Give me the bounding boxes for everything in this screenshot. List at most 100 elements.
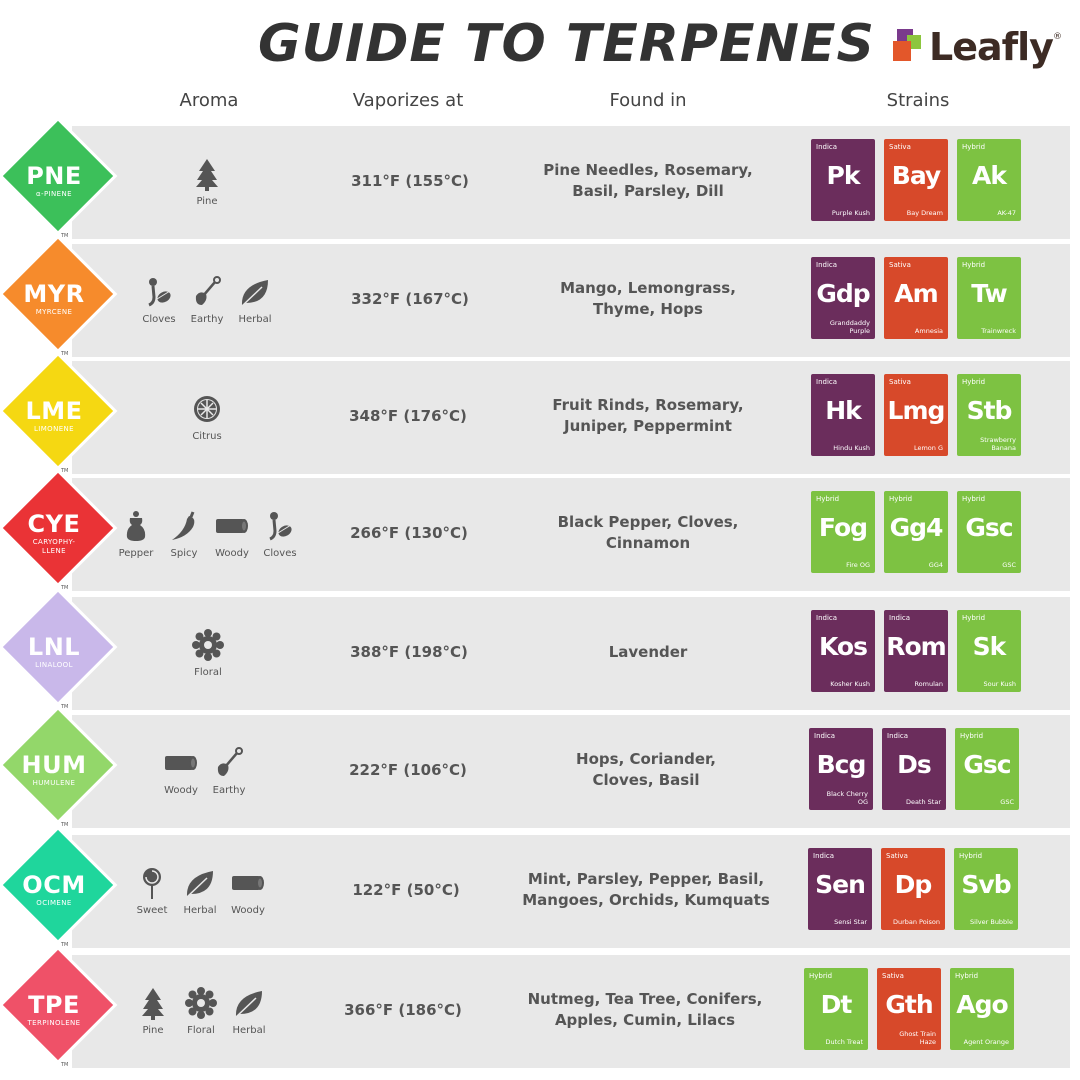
- leafly-logo: Leafly ®: [893, 22, 1062, 72]
- aroma-item: Earthy: [208, 745, 250, 796]
- strain-tile-svb: Hybrid Svb Silver Bubble: [954, 848, 1018, 930]
- terpene-abbr: HUM: [21, 751, 87, 779]
- strain-name-line: Strawberry: [980, 436, 1016, 444]
- strain-tile-bay: Sativa Bay Bay Dream: [884, 139, 948, 221]
- aroma-label: Pine: [196, 195, 218, 207]
- aroma-item: Woody: [211, 508, 253, 559]
- terpene-row-myr: MYR MYRCENE TM Cloves Earthy Herbal 332°F (167…: [0, 234, 1080, 357]
- strain-name-line: Granddaddy: [829, 319, 870, 327]
- badge-text: TPE TERPINOLENE: [0, 952, 108, 1068]
- terpene-badge: CYE CARYOPHY-LLENE TM: [0, 468, 118, 597]
- vaporize-temperature: 266°F (130°C): [350, 524, 468, 542]
- terpene-row-lme: LME LIMONENE TM Citrus 348°F (176°C) Fruit Ri…: [0, 351, 1080, 474]
- found-in-text: Black Pepper, Cloves, Cinnamon: [518, 475, 778, 591]
- strain-type: Indica: [816, 614, 838, 622]
- strain-list: Indica Bcg Black Cherry OG Indica Ds Death Sta…: [809, 728, 1019, 810]
- found-in-lines: Nutmeg, Tea Tree, Conifers, Apples, Cumin…: [528, 989, 763, 1031]
- strain-tile-tw: Hybrid Tw Trainwreck: [957, 257, 1021, 339]
- strain-name: GG4: [929, 561, 943, 569]
- aroma-label: Earthy: [212, 784, 246, 796]
- aroma-label: Spicy: [170, 547, 198, 559]
- strain-abbr: Dt: [820, 990, 853, 1019]
- strain-abbr: Bcg: [816, 750, 867, 779]
- shovel-icon: [189, 274, 225, 310]
- aroma-label: Pepper: [118, 547, 154, 559]
- aroma-label: Sweet: [136, 904, 168, 916]
- clove-icon: [141, 274, 177, 310]
- aroma-item: Sweet: [131, 865, 173, 916]
- column-header-vaporizes: Vaporizes at: [352, 90, 464, 111]
- strain-list: Hybrid Dt Dutch Treat Sativa Gth Ghost Train H…: [804, 968, 1014, 1050]
- terpene-abbr: LNL: [27, 633, 81, 661]
- strain-list: Indica Hk Hindu Kush Sativa Lmg Lemon G Hybrid…: [811, 374, 1021, 456]
- strain-abbr: Fog: [818, 513, 868, 542]
- badge-text: LNL LINALOOL: [0, 594, 108, 710]
- strain-name: Trainwreck: [981, 327, 1016, 335]
- aroma-label: Cloves: [263, 547, 297, 559]
- lollipop-icon: [134, 865, 170, 901]
- strain-abbr: Am: [894, 279, 938, 308]
- badge-text: MYR MYRCENE: [0, 241, 108, 357]
- aroma-label: Earthy: [190, 313, 224, 325]
- badge-text: HUM HUMULENE: [0, 712, 108, 828]
- terpene-name: HUMULENE: [32, 779, 76, 787]
- aroma-item: Floral: [180, 985, 222, 1036]
- trademark-mark: TM: [61, 942, 69, 948]
- found-in-line: Hops, Coriander,: [576, 750, 716, 768]
- strain-name-line: Sour Kush: [983, 680, 1016, 688]
- strain-name: Black Cherry OG: [827, 790, 868, 806]
- strain-name: Sour Kush: [983, 680, 1016, 688]
- strain-type: Hybrid: [962, 495, 986, 503]
- terpene-abbr: PNE: [26, 162, 82, 190]
- aroma-list: Floral: [187, 594, 229, 710]
- strain-type: Sativa: [882, 972, 904, 980]
- terpene-badge: LNL LINALOOL TM: [0, 587, 118, 716]
- found-in-line: Juniper, Peppermint: [564, 417, 732, 435]
- found-in-text: Mango, Lemongrass, Thyme, Hops: [518, 241, 778, 357]
- strain-name: Fire OG: [846, 561, 870, 569]
- flower-icon: [183, 985, 219, 1021]
- terpene-row-hum: HUM HUMULENE TM Woody Earthy 222°F (106°C) Hop…: [0, 705, 1080, 828]
- terpene-name: TERPINOLENE: [27, 1019, 81, 1027]
- aroma-item: Woody: [227, 865, 269, 916]
- strain-abbr: Pk: [826, 161, 861, 190]
- found-in-line: Cloves, Basil: [592, 771, 700, 789]
- found-in-text: Fruit Rinds, Rosemary, Juniper, Peppermin…: [518, 358, 778, 474]
- strain-name-line: Agent Orange: [963, 1038, 1009, 1046]
- vaporize-temperature: 311°F (155°C): [351, 172, 469, 190]
- aroma-item: Herbal: [234, 274, 276, 325]
- aroma-label: Pine: [142, 1024, 164, 1036]
- strain-name: GSC: [1000, 798, 1014, 806]
- strain-abbr: Gsc: [965, 513, 1013, 542]
- strain-tile-lmg: Sativa Lmg Lemon G: [884, 374, 948, 456]
- aroma-list: Pepper Spicy Woody Cloves: [115, 475, 301, 591]
- terpene-name: LIMONENE: [33, 425, 75, 433]
- found-in-lines: Lavender: [609, 642, 688, 663]
- strain-name: Dutch Treat: [825, 1038, 863, 1046]
- vaporize-temperature: 366°F (186°C): [344, 1001, 462, 1019]
- aroma-item: Cloves: [259, 508, 301, 559]
- found-in-lines: Black Pepper, Cloves, Cinnamon: [558, 512, 739, 554]
- aroma-label: Herbal: [238, 313, 272, 325]
- strain-name: Sensi Star: [834, 918, 867, 926]
- strain-tile-gg4: Hybrid Gg4 GG4: [884, 491, 948, 573]
- strain-tile-kos: Indica Kos Kosher Kush: [811, 610, 875, 692]
- strain-type: Indica: [816, 261, 838, 269]
- terpene-abbr: OCM: [22, 871, 86, 899]
- strain-abbr: Dp: [894, 870, 933, 899]
- strain-name-line: Purple: [849, 327, 870, 335]
- aroma-list: Sweet Herbal Woody: [131, 832, 269, 948]
- strain-name-line: AK-47: [997, 209, 1016, 217]
- pine-tree-icon: [135, 985, 171, 1021]
- strain-name-line: Silver Bubble: [970, 918, 1013, 926]
- found-in-line: Mint, Parsley, Pepper, Basil,: [527, 870, 765, 888]
- strain-name-line: Purple Kush: [831, 209, 870, 217]
- strain-name-line: Ghost Train: [899, 1030, 936, 1038]
- citrus-icon: [189, 391, 225, 427]
- found-in-line: Mangoes, Orchids, Kumquats: [522, 891, 770, 909]
- strain-name-line: Banana: [991, 444, 1016, 452]
- strain-type: Sativa: [889, 378, 911, 386]
- strain-name-line: Haze: [919, 1038, 936, 1046]
- strain-type: Hybrid: [962, 261, 986, 269]
- strain-abbr: Sen: [815, 870, 866, 899]
